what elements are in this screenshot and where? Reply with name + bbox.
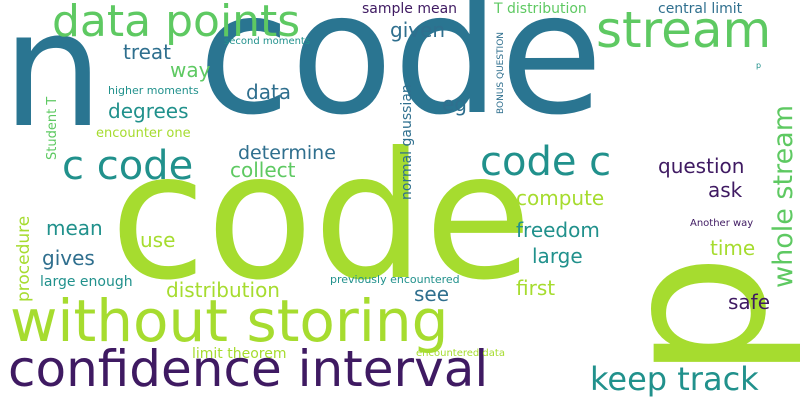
word-question: question [658,154,745,178]
word-code-top: code [198,0,604,152]
word-keep-track: keep track [590,360,759,398]
word-treat: treat [123,40,172,64]
word-stream: stream [596,1,772,59]
word-data: data [246,80,292,104]
word-student-t: Student T [45,96,60,160]
word-gives: gives [42,246,95,270]
word-see: see [414,282,450,306]
word-compute: compute [516,186,605,210]
word-mean: mean [46,216,103,240]
word-previously-encountered: previously encountered [330,273,460,286]
word-data-points: data points [52,0,301,47]
word-ask: ask [708,178,743,202]
word-collect: collect [230,158,296,182]
word-without-storing: without storing [10,287,449,355]
word-encounter-one: encounter one [96,126,191,141]
word-distribution: distribution [166,278,280,302]
word-first: first [516,276,556,300]
word-degrees: degrees [108,99,189,123]
word-encountered-data: encountered data [416,348,505,359]
word-higher-moments: higher moments [108,84,199,97]
word-normal-gaussian: normal gaussian [399,84,415,200]
word-eg: eg [442,92,467,116]
word-p-small: p [756,61,762,70]
word-way: way [170,58,211,82]
word-large: large [532,244,583,268]
word-confidence-interval: confidence interval [8,340,489,398]
word-c-code: c code [62,143,194,189]
word-code-big: code [110,116,533,319]
word-use: use [140,228,176,252]
word-another-way: Another way [690,218,754,229]
word-t-distribution: T distribution [494,1,587,17]
word-second-moments: second moments [224,36,311,47]
word-limit-theorem: limit theorem [192,346,287,362]
word-central-limit: central limit [658,1,743,17]
word-time: time [710,236,756,260]
word-n: n [2,0,104,163]
word-sample-mean: sample mean [362,1,458,17]
word-large-enough: large enough [40,274,133,290]
word-bonus-question: BONUS QUESTION [496,31,506,114]
word-determine: determine [238,142,336,164]
word-freedom: freedom [516,218,600,242]
word-whole-stream: whole stream [768,104,799,288]
word-given: given [390,18,446,42]
word-procedure: procedure [14,215,34,302]
word-code-c: code c [480,139,612,185]
word-safe: safe [728,290,771,314]
